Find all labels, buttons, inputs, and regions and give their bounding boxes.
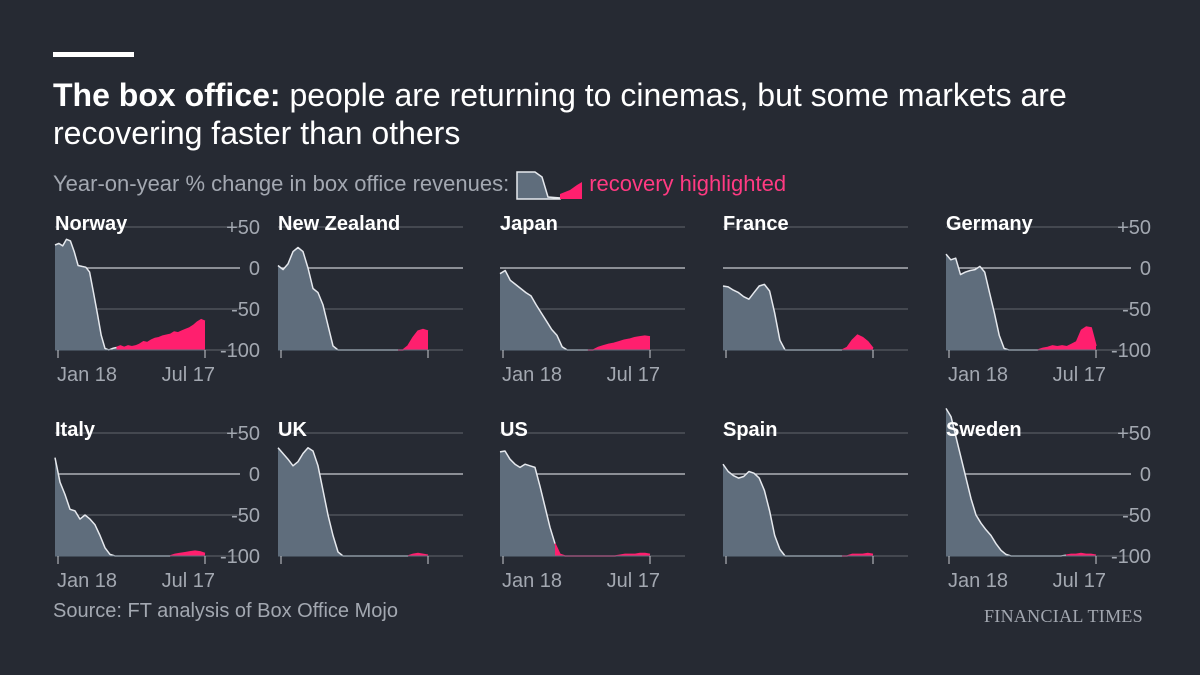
x-tick-label: Jul 17	[607, 364, 660, 386]
legend-recovery-swatch	[560, 182, 583, 200]
y-tick-label: -50	[1122, 299, 1151, 321]
market-label: UK	[278, 419, 307, 441]
x-tick-label: Jan 18	[502, 570, 562, 592]
ft-logo: FINANCIAL TIMES	[983, 606, 1143, 626]
area-series	[500, 451, 650, 556]
recovery-outline	[169, 550, 206, 557]
recovery-area	[408, 553, 428, 556]
y-tick-label: -50	[231, 505, 260, 527]
y-tick-label: -100	[220, 340, 260, 362]
recovery-area	[170, 551, 205, 556]
chart-spain: Spain	[722, 419, 908, 564]
area-series	[723, 464, 873, 556]
chart-title: The box office: people are returning to …	[53, 77, 1067, 151]
chart-us: US Jan 18 Jul 17	[499, 419, 685, 592]
area-series	[946, 254, 1096, 350]
market-label: US	[500, 419, 528, 441]
source-note: Source: FT analysis of Box Office Mojo	[53, 600, 398, 622]
y-tick-label: -100	[1111, 546, 1151, 568]
market-label: Sweden	[946, 419, 1022, 441]
chart-norway: Norway +50 0 -50 -100 Jan 18 Jul 17	[54, 213, 260, 386]
recovery-area	[555, 543, 650, 556]
y-tick-label: +50	[226, 217, 260, 239]
y-tick-label: -50	[231, 299, 260, 321]
recovery-area	[398, 329, 428, 350]
recovery-area	[1037, 327, 1096, 350]
area-series	[946, 408, 1096, 556]
market-label: Japan	[500, 213, 558, 235]
y-tick-label: 0	[249, 464, 260, 486]
y-tick-label: -50	[1122, 505, 1151, 527]
area-series	[278, 247, 428, 350]
legend-recovery-label: recovery highlighted	[589, 171, 787, 196]
header-rule	[53, 52, 134, 57]
recovery-outline	[554, 543, 651, 557]
x-tick-label: Jan 18	[502, 364, 562, 386]
legend-key	[516, 171, 583, 200]
chart-uk: UK	[277, 419, 463, 564]
area-outline	[54, 238, 117, 351]
chart-japan: Japan Jan 18 Jul 17	[499, 213, 685, 386]
y-tick-label: -100	[1111, 340, 1151, 362]
recovery-outline	[841, 334, 874, 351]
recovery-outline	[407, 552, 429, 557]
market-label: Italy	[55, 419, 96, 441]
x-tick-label: Jul 17	[162, 570, 215, 592]
x-tick-label: Jan 18	[948, 364, 1008, 386]
x-tick-label: Jan 18	[57, 570, 117, 592]
chart-germany: Germany +50 0 -50 -100 Jan 18 Jul 17	[945, 213, 1151, 386]
area-outline	[499, 450, 556, 544]
y-tick-label: 0	[1140, 464, 1151, 486]
market-label: Spain	[723, 419, 777, 441]
area-series	[500, 270, 650, 350]
x-tick-label: Jan 18	[948, 570, 1008, 592]
area-series	[55, 457, 205, 556]
chart-italy: Italy +50 0 -50 -100 Jan 18 Jul 17	[54, 419, 260, 592]
y-tick-label: 0	[249, 258, 260, 280]
x-tick-label: Jul 17	[1053, 364, 1106, 386]
x-tick-label: Jan 18	[57, 364, 117, 386]
chart-new-zealand: New Zealand	[277, 213, 463, 358]
area-series	[278, 447, 428, 556]
y-tick-label: +50	[1117, 423, 1151, 445]
recovery-area	[841, 335, 873, 350]
y-tick-label: +50	[1117, 217, 1151, 239]
x-tick-label: Jul 17	[162, 364, 215, 386]
y-tick-label: -100	[220, 546, 260, 568]
area-series	[723, 284, 873, 350]
x-tick-label: Jul 17	[607, 570, 660, 592]
chart-sweden: Sweden +50 0 -50 -100 Jan 18 Jul 17	[945, 408, 1151, 592]
recovery-area	[116, 319, 205, 350]
y-tick-label: 0	[1140, 258, 1151, 280]
recovery-area	[1066, 553, 1096, 556]
market-label: Norway	[55, 213, 128, 235]
market-label: New Zealand	[278, 213, 400, 235]
recovery-outline	[1065, 552, 1097, 556]
recovery-outline	[1037, 326, 1097, 351]
recovery-outline	[587, 335, 651, 351]
chart-subtitle: Year-on-year % change in box office reve…	[53, 169, 786, 201]
y-tick-label: +50	[226, 423, 260, 445]
market-label: Germany	[946, 213, 1034, 235]
recovery-outline	[116, 318, 206, 349]
market-label: France	[723, 213, 789, 235]
area-series	[55, 239, 205, 350]
chart-france: France	[722, 213, 908, 358]
x-tick-label: Jul 17	[1053, 570, 1106, 592]
